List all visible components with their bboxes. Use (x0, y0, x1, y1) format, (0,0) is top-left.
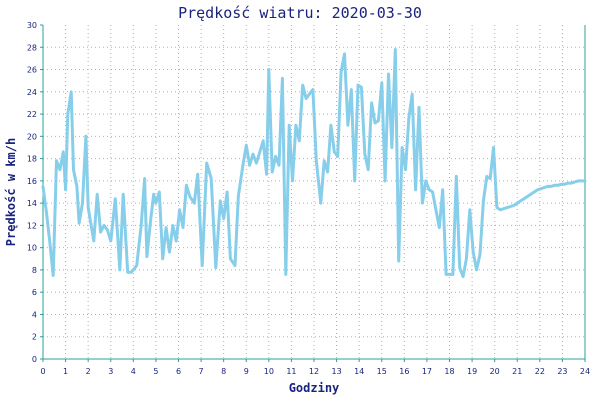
x-tick-label: 2 (86, 367, 91, 376)
y-tick-label: 6 (32, 288, 37, 297)
x-tick-label: 16 (399, 367, 409, 376)
x-tick-label: 13 (331, 367, 341, 376)
x-tick-label: 14 (354, 367, 364, 376)
x-tick-label: 4 (131, 367, 136, 376)
y-tick-label: 12 (27, 221, 37, 230)
y-tick-label: 28 (27, 43, 37, 52)
x-tick-label: 20 (490, 367, 500, 376)
y-tick-label: 22 (27, 110, 37, 119)
series-line (41, 48, 587, 279)
y-tick-label: 20 (27, 132, 37, 141)
x-tick-label: 7 (199, 367, 204, 376)
y-tick-label: 16 (27, 177, 37, 186)
y-tick-label: 2 (32, 333, 37, 342)
x-tick-label: 6 (176, 367, 181, 376)
x-tick-label: 24 (580, 367, 590, 376)
chart-title: Prędkość wiatru: 2020-03-30 (178, 4, 422, 22)
y-axis-label: Prędkość w km/h (4, 138, 18, 246)
grid (43, 25, 585, 359)
axes (40, 24, 586, 362)
y-tick-label: 24 (27, 88, 37, 97)
y-tick-label: 30 (27, 21, 37, 30)
x-tick-label: 15 (377, 367, 387, 376)
y-tick-label: 8 (32, 266, 37, 275)
y-tick-label: 18 (27, 155, 37, 164)
x-tick-label: 22 (535, 367, 545, 376)
y-tick-label: 10 (27, 244, 37, 253)
y-tick-label: 4 (32, 310, 37, 319)
x-tick-label: 8 (221, 367, 226, 376)
x-tick-label: 19 (467, 367, 477, 376)
x-tick-label: 18 (444, 367, 454, 376)
x-tick-label: 23 (557, 367, 567, 376)
x-tick-label: 1 (63, 367, 68, 376)
x-tick-label: 21 (512, 367, 522, 376)
x-tick-labels: 0 1 2 3 4 5 6 7 8 9 10 11 12 13 14 15 16 17 18 19 20 21 22 23 24 (40, 367, 590, 376)
y-tick-label: 0 (32, 355, 37, 364)
x-axis-label: Godziny (289, 381, 340, 395)
x-tick-label: 17 (422, 367, 432, 376)
y-tick-label: 26 (27, 66, 37, 75)
x-tick-label: 9 (244, 367, 249, 376)
series-group (41, 48, 587, 279)
x-tick-label: 5 (153, 367, 158, 376)
x-tick-label: 12 (309, 367, 319, 376)
x-tick-label: 0 (40, 367, 45, 376)
x-tick-label: 11 (286, 367, 296, 376)
x-tick-label: 3 (108, 367, 113, 376)
x-tick-label: 10 (264, 367, 274, 376)
y-tick-label: 14 (27, 199, 37, 208)
